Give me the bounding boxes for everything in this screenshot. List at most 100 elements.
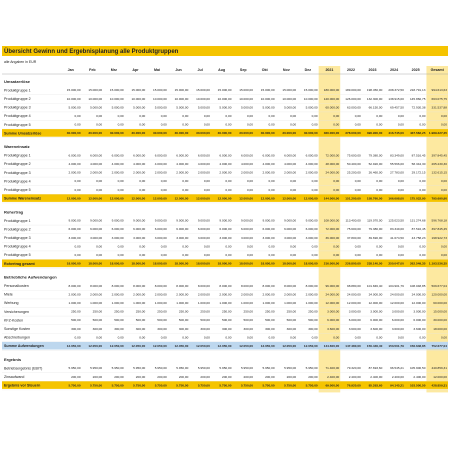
column-header: 2023 <box>369 68 377 72</box>
cell-value: 6.000,00 <box>263 227 275 231</box>
cell-value: 397.845,45 <box>432 153 448 157</box>
cell-value: 5.950,00 <box>306 366 318 370</box>
cell-value: 300,00 <box>93 327 103 331</box>
cell-value: 12.000,00 <box>239 196 253 200</box>
cell-value: 24.000,00 <box>369 292 383 296</box>
cell-value: 24.000,00 <box>347 292 361 296</box>
cell-value: 15.000,00 <box>67 88 81 92</box>
cell-value: 500,00 <box>308 318 318 322</box>
cell-value: 175.032,90 <box>410 196 426 200</box>
cell-value: 0,00 <box>419 123 425 127</box>
total-bar <box>2 129 448 137</box>
cell-value: 12.000,00 <box>369 301 383 305</box>
cell-value: 397.845,45 <box>432 227 448 231</box>
cell-value: 0,00 <box>419 179 425 183</box>
row-label: Rohertrag gesamt <box>4 262 36 266</box>
cell-value: 24.000,00 <box>325 292 339 296</box>
cell-value: 6.000,00 <box>219 153 231 157</box>
cell-value: 30.000,00 <box>433 318 447 322</box>
cell-value: 1.989.227,25 <box>429 131 447 135</box>
cell-value: 250,00 <box>179 310 189 314</box>
cell-value: 262.549,35 <box>410 262 426 266</box>
cell-value: 69.457,50 <box>390 105 404 109</box>
cell-value: 200,00 <box>157 375 167 379</box>
cell-value: 2.400,00 <box>370 375 382 379</box>
cell-value: 8.000,00 <box>263 284 275 288</box>
cell-value: 440.859,31 <box>432 366 448 370</box>
cell-value: 437.582,25 <box>410 131 426 135</box>
row-label: Abschreibungen <box>4 336 30 340</box>
cell-value: 24.000,00 <box>325 171 339 175</box>
cell-value: 0,00 <box>312 114 318 118</box>
cell-value: 5.000,00 <box>263 105 275 109</box>
column-header: Feb <box>89 68 96 72</box>
cell-value: 5.000,00 <box>176 105 188 109</box>
cell-value: 0,00 <box>398 114 404 118</box>
cell-value: 0,00 <box>118 179 124 183</box>
cell-value: 0,00 <box>269 123 275 127</box>
cell-value: 5.000,00 <box>69 105 81 109</box>
cell-value: 180.000,00 <box>324 88 340 92</box>
cell-value: 6.000,00 <box>176 227 188 231</box>
cell-value: 18.000,00 <box>110 262 124 266</box>
cell-value: 500,00 <box>93 318 103 322</box>
cell-value: 0,00 <box>398 244 404 248</box>
cell-value: 5.000,00 <box>306 105 318 109</box>
cell-value: 8.000,00 <box>219 284 231 288</box>
cell-value: 5.000,00 <box>219 105 231 109</box>
cell-value: 0,00 <box>225 244 231 248</box>
cell-value: 198.922,73 <box>432 236 448 240</box>
cell-value: 2.000,00 <box>90 292 102 296</box>
cell-value: 596.768,18 <box>432 219 448 223</box>
cell-value: 15.000,00 <box>153 88 167 92</box>
cell-value: 300,00 <box>200 327 210 331</box>
cell-value: 0,00 <box>118 114 124 118</box>
cell-value: 5.000,00 <box>90 105 102 109</box>
cell-value: 0,00 <box>333 244 339 248</box>
cell-value: 1.000,00 <box>176 301 188 305</box>
cell-value: 12.050,00 <box>175 344 189 348</box>
cell-value: 0,00 <box>290 123 296 127</box>
row-label: Summe Umsatzerlöse <box>4 131 41 135</box>
cell-value: 0,00 <box>182 188 188 192</box>
cell-value: 1.000,00 <box>90 301 102 305</box>
cell-value: 60.000,00 <box>325 105 339 109</box>
cell-value: 198.450,00 <box>367 88 383 92</box>
cell-value: 79.380,00 <box>369 153 383 157</box>
row-label: Produktgruppe 2 <box>4 97 31 101</box>
cell-value: 300,00 <box>179 327 189 331</box>
cell-value: 1.000,00 <box>219 301 231 305</box>
cell-value: 113.400,00 <box>346 219 362 223</box>
cell-value: 0,00 <box>269 179 275 183</box>
cell-value: 5.950,00 <box>69 366 81 370</box>
row-label: Produktgruppe 1 <box>4 88 31 92</box>
cell-value: 3.000,00 <box>198 236 210 240</box>
cell-value: 0,00 <box>182 123 188 127</box>
cell-value: 66.150,00 <box>369 105 383 109</box>
cell-value: 0,00 <box>398 123 404 127</box>
cell-value: 98.880,00 <box>347 284 361 288</box>
cell-value: 58.344,30 <box>412 162 426 166</box>
cell-value: 0,00 <box>333 179 339 183</box>
cell-value: 0,00 <box>269 244 275 248</box>
column-header: 2024 <box>390 68 398 72</box>
cell-value: 0,00 <box>139 244 145 248</box>
cell-value: 131.274,68 <box>410 219 426 223</box>
cell-value: 0,00 <box>75 188 81 192</box>
cell-value: 0,00 <box>269 114 275 118</box>
cell-value: 2.400,00 <box>392 375 404 379</box>
row-label: Produktgruppe 3 <box>4 236 31 240</box>
cell-value: 6.000,00 <box>90 227 102 231</box>
cell-value: 0,00 <box>312 244 318 248</box>
cell-value: 145.860,75 <box>410 97 426 101</box>
cell-value: 12.000,00 <box>131 196 145 200</box>
cell-value: 0,00 <box>441 188 447 192</box>
cell-value: 12.000,00 <box>390 301 404 305</box>
cell-value: 2.000,00 <box>241 171 253 175</box>
cell-value: 0,00 <box>161 114 167 118</box>
cell-value: 79.380,00 <box>369 227 383 231</box>
cell-value: 0,00 <box>312 179 318 183</box>
cell-value: 0,00 <box>247 335 253 339</box>
cell-value: 10.000,00 <box>282 97 296 101</box>
cell-value: 3.000,00 <box>327 310 339 314</box>
